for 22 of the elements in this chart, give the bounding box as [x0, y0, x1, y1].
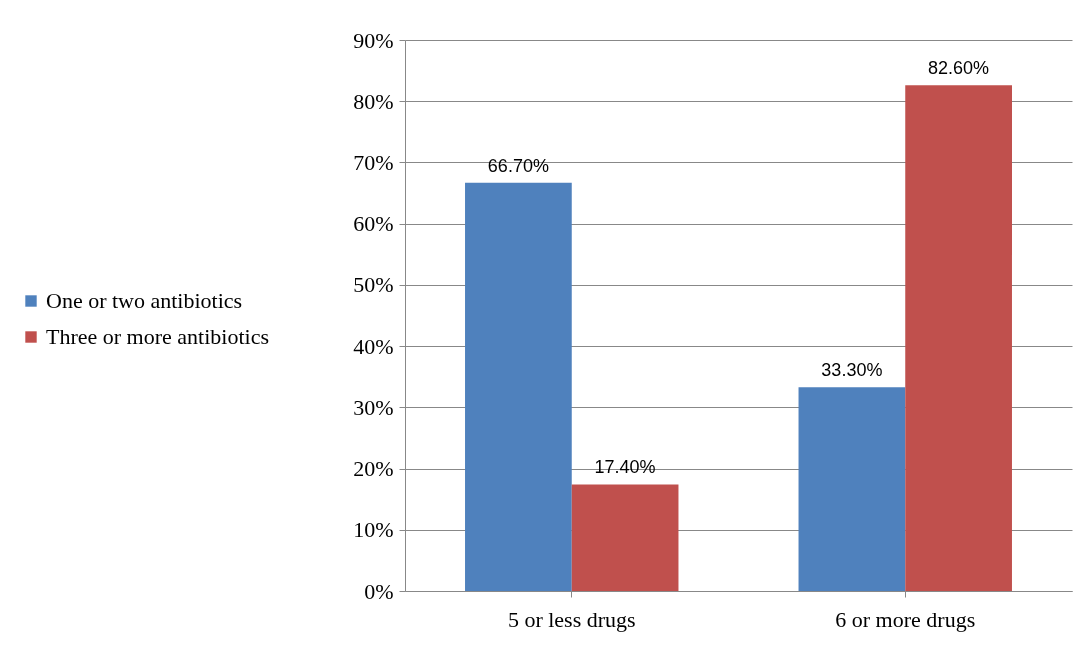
y-tick-label: 60%: [353, 211, 394, 237]
data-label: 17.40%: [594, 457, 656, 478]
y-tick-label: 30%: [353, 394, 394, 420]
bar: [465, 182, 572, 591]
legend-label: Three or more antibiotics: [46, 324, 269, 349]
y-tick-label: 0%: [364, 578, 394, 604]
x-tick-label: 6 or more drugs: [835, 606, 976, 632]
y-tick-label: 70%: [353, 149, 394, 175]
data-label: 82.60%: [928, 58, 990, 79]
y-tick-label: 40%: [353, 333, 394, 359]
y-tick-label: 50%: [353, 272, 394, 298]
bar: [798, 387, 906, 591]
bar: [571, 484, 679, 591]
y-tick-label: 90%: [353, 27, 394, 53]
data-label: 33.30%: [821, 360, 883, 381]
y-tick-label: 20%: [353, 456, 394, 482]
legend-label: One or two antibiotics: [46, 288, 243, 313]
x-tick-label: 5 or less drugs: [507, 606, 636, 632]
y-tick-label: 80%: [353, 88, 394, 114]
bar: [905, 85, 1012, 591]
y-tick-label: 10%: [353, 517, 394, 543]
data-label: 66.70%: [487, 155, 549, 176]
